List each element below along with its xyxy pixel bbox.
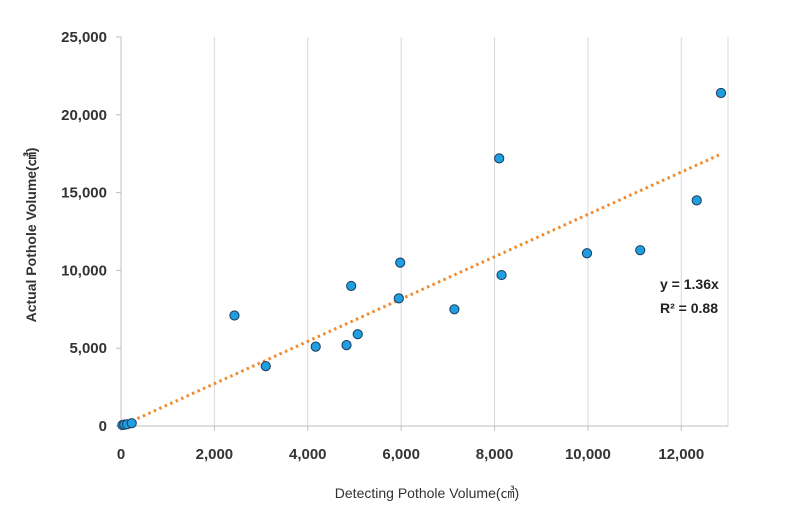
data-point-11: [395, 257, 406, 268]
data-point-3: [126, 418, 137, 429]
y-tick-label-0: 0: [99, 418, 107, 435]
data-point-8: [346, 280, 357, 292]
data-point-18: [715, 87, 727, 99]
y-tick-label-3: 15,000: [61, 185, 107, 202]
data-point-7: [341, 339, 352, 351]
data-point-5: [260, 360, 271, 372]
data-point-10: [393, 293, 404, 304]
x-tick-label-0: 0: [117, 446, 125, 463]
y-tick-label-2: 10,000: [61, 262, 107, 279]
trendline-group: [120, 152, 722, 428]
x-tick-label-4: 8,000: [476, 446, 514, 463]
data-point-6: [310, 341, 321, 352]
y-tick-label-5: 25,000: [61, 29, 107, 46]
x-tick-label-6: 12,000: [658, 446, 704, 463]
data-point-14: [496, 269, 507, 281]
x-tick-label-5: 10,000: [565, 446, 611, 463]
data-point-15: [581, 248, 593, 259]
y-tick-label-4: 20,000: [61, 107, 107, 124]
r-squared-label: R² = 0.88: [660, 300, 718, 316]
trendline: [120, 152, 722, 428]
data-points: [117, 87, 727, 431]
x-tick-label-1: 2,000: [196, 446, 234, 463]
axes: [116, 36, 728, 431]
grid-lines: [213, 37, 729, 426]
trendline-equation: y = 1.36x: [660, 276, 719, 292]
data-point-13: [494, 153, 505, 164]
data-point-17: [691, 195, 702, 206]
x-axis-title: Detecting Pothole Volume(㎤): [335, 485, 519, 501]
y-axis-title: Actual Pothole Volume(㎤): [23, 148, 39, 323]
data-point-16: [635, 245, 646, 256]
data-point-12: [449, 304, 460, 315]
x-tick-label-3: 6,000: [382, 446, 420, 463]
data-point-4: [229, 310, 240, 321]
y-tick-label-1: 5,000: [69, 340, 107, 357]
data-point-9: [352, 329, 363, 340]
x-tick-label-2: 4,000: [289, 446, 327, 463]
tick-labels: 0 5,000 10,000 15,000 20,000 25,000 0 2,000 4,00…: [61, 29, 704, 463]
